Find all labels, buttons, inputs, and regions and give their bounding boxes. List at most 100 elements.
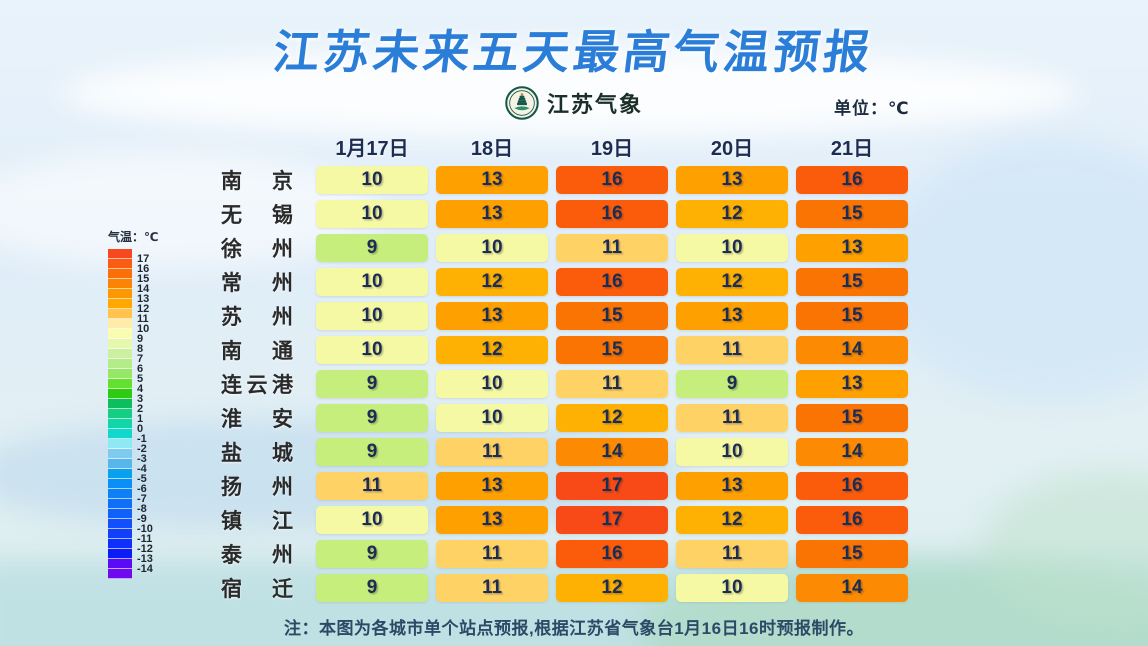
temp-cell: 15 [796,268,908,296]
legend-cell [108,549,132,559]
legend-cell [108,309,132,319]
temp-cell: 9 [316,370,428,398]
temp-cell: 10 [316,166,428,194]
temp-cell: 10 [436,404,548,432]
temp-cell: 11 [436,438,548,466]
temp-cell: 9 [676,370,788,398]
temp-cell: 10 [316,302,428,330]
city-name: 苏州 [221,306,293,329]
temp-cell: 14 [556,438,668,466]
date-header: 21日 [830,137,874,160]
temp-cell: 11 [676,336,788,364]
temp-cell: 13 [436,200,548,228]
legend-tick-label: -2 [137,443,147,455]
legend-tick-label: 10 [137,323,150,335]
footer-note: 注：本图为各城市单个站点预报,根据江苏省气象台1月16日16时预报制作。 [284,619,864,638]
temp-cell: 10 [676,438,788,466]
temp-cell: 12 [676,268,788,296]
temp-cell: 9 [316,404,428,432]
city-name: 淮安 [221,408,293,431]
temperature-legend: 气温：℃ 17 16 15 14 13 12 11 10 9 8 7 6 5 4 3 2 1 0 -1 -2 -3 -4-… [108,228,178,579]
legend-cell [108,269,132,279]
city-name: 镇江 [221,510,293,533]
legend-cell [108,259,132,269]
temp-cell: 17 [556,506,668,534]
temp-cell: 12 [556,404,668,432]
temp-cell: 17 [556,472,668,500]
date-header: 20日 [710,137,754,160]
legend-cell [108,279,132,289]
temp-cell: 11 [436,540,548,568]
legend-tick-label: -14 [137,563,153,575]
legend-tick-label: 12 [137,303,150,315]
legend-cell [108,389,132,399]
legend-tick-label: -12 [137,543,153,555]
temp-cell: 13 [436,302,548,330]
temp-cell: 16 [556,200,668,228]
legend-cell [108,349,132,359]
legend-tick-label: -3 [137,453,147,465]
temp-cell: 15 [796,302,908,330]
temp-cell: 14 [796,336,908,364]
legend-cell [108,379,132,389]
legend-cell [108,529,132,539]
unit-label: 单位：℃ [834,99,910,118]
temp-cell: 10 [436,234,548,262]
city-name: 常州 [221,272,293,295]
legend-tick-label: -5 [137,473,147,485]
temp-cell: 10 [316,506,428,534]
date-header: 18日 [470,137,514,160]
legend-tick-label: -1 [137,433,147,445]
temp-cell: 15 [556,336,668,364]
temp-cell: 14 [796,438,908,466]
logo-text: 江苏气象 [546,92,643,117]
temp-cell: 14 [796,574,908,602]
legend-tick-label: 17 [137,253,150,265]
temp-cell: 11 [316,472,428,500]
legend-tick-label: 5 [137,373,144,385]
legend-cell [108,399,132,409]
legend-tick-label: 15 [137,273,150,285]
legend-tick-label: -8 [137,503,147,515]
legend-tick-label: 11 [137,313,149,325]
temp-cell: 10 [676,234,788,262]
city-name: 盐城 [221,442,293,465]
legend-cell [108,509,132,519]
city-label: 徐州 [206,234,308,262]
legend-tick-label: -4 [137,463,147,475]
city-name: 南京 [221,170,293,193]
legend-tick-label: 7 [137,353,144,365]
temp-cell: 11 [436,574,548,602]
city-label: 淮安 [206,404,308,432]
legend-tick-label: -9 [137,513,147,525]
temp-cell: 16 [796,506,908,534]
temp-cell: 10 [316,200,428,228]
temp-cell: 13 [436,166,548,194]
city-label: 南通 [206,336,308,364]
legend-cell [108,439,132,449]
legend-tick-label: 1 [137,413,144,425]
city-name: 徐州 [221,238,293,261]
legend-tick-label: 4 [137,383,144,395]
temp-cell: 15 [796,540,908,568]
temp-cell: 13 [676,166,788,194]
legend-tick-label: 8 [137,343,144,355]
city-label: 宿迁 [206,574,308,602]
legend-cell [108,299,132,309]
legend-cell [108,329,132,339]
legend-cell [108,539,132,549]
legend-cell [108,449,132,459]
legend-color-bar: 17 16 15 14 13 12 11 10 9 8 7 6 5 4 3 2 1 0 -1 -2 -3 -4 -5 -6 -7… [108,249,153,579]
legend-cell [108,289,132,299]
legend-tick-label: 13 [137,293,150,305]
legend-cell [108,319,132,329]
city-name: 泰州 [221,544,293,567]
legend-tick-label: 14 [137,283,150,295]
city-name: 无锡 [221,204,293,227]
temp-cell: 9 [316,540,428,568]
temp-cell: 16 [796,472,908,500]
forecast-table: 1月17日 18日 19日 20日 21日 南京 10 13 16 13 16 无锡 10 13 16 12 1… [206,132,908,602]
city-name: 南通 [221,340,293,363]
legend-tick-label: 16 [137,263,150,275]
temp-cell: 13 [436,506,548,534]
